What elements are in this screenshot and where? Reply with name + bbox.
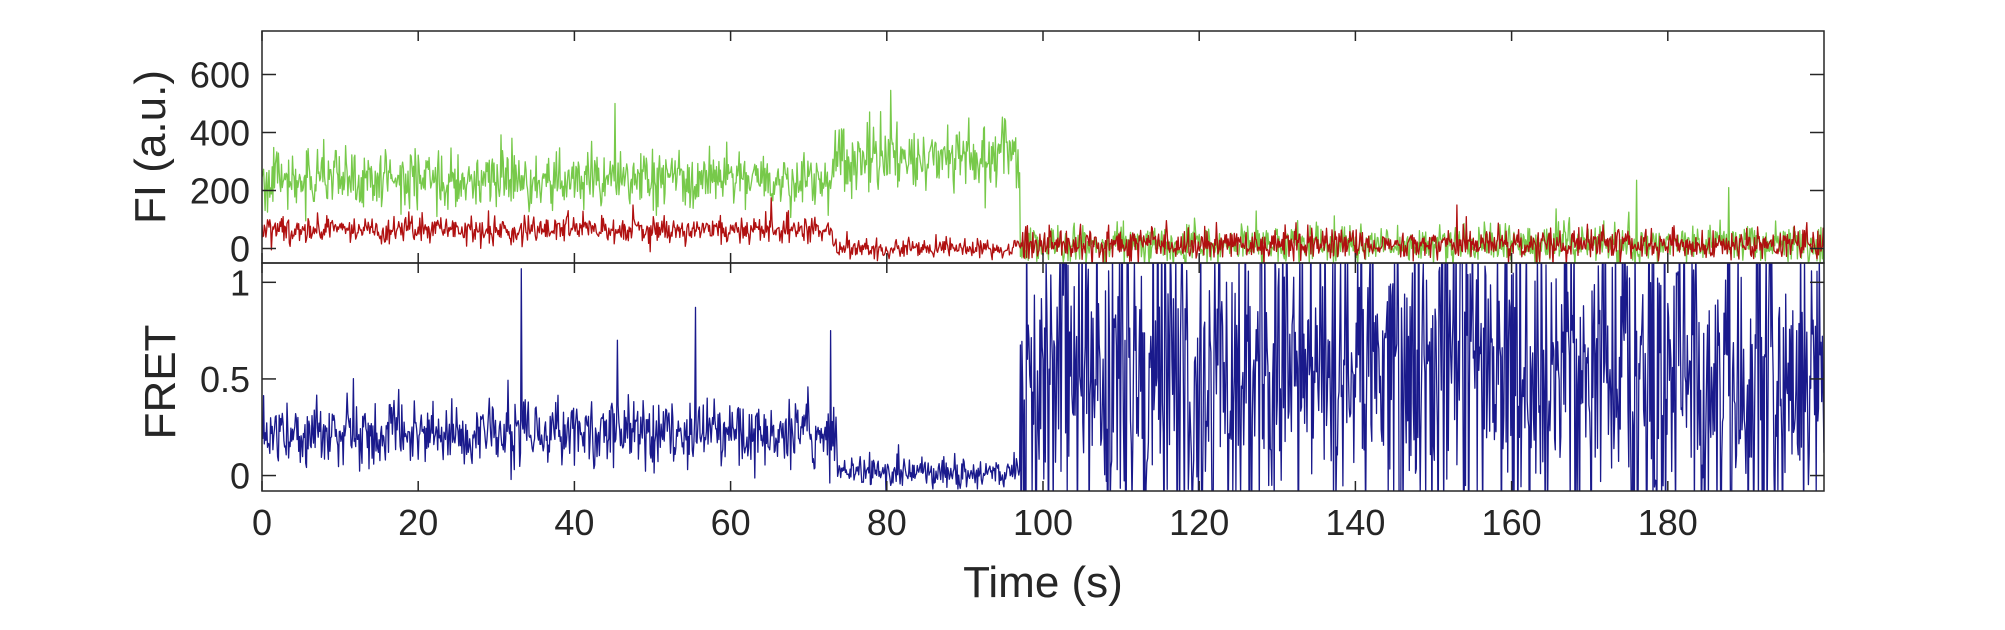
fret-trace-1 <box>262 263 1824 491</box>
time-axis-label: Time (s) <box>963 558 1123 607</box>
time-xtick-label: 20 <box>398 502 438 543</box>
fluorescence-axis-label: FI (a.u.) <box>126 70 175 224</box>
time-xtick-label: 80 <box>867 502 907 543</box>
fluorescence-ytick-label: 0 <box>230 229 250 270</box>
time-xtick-label: 120 <box>1169 502 1229 543</box>
fret-panel: 0 0.5 1 0 20 40 60 80 100 120 140 160 180 FRET <box>136 262 1825 543</box>
fluorescence-panel: 0 200 400 600 FI (a.u.) <box>126 30 1825 270</box>
fluorescence-ytick-label: 200 <box>190 171 250 212</box>
time-xtick-label: 180 <box>1638 502 1698 543</box>
fret-axis-label: FRET <box>136 325 185 440</box>
time-xtick-label: 140 <box>1325 502 1385 543</box>
fluorescence-ytick-label: 600 <box>190 55 250 96</box>
fluorescence-ytick-label: 400 <box>190 113 250 154</box>
fret-ytick-label: 0.5 <box>200 359 250 400</box>
fret-ytick-label: 0 <box>230 456 250 497</box>
time-xtick-label: 60 <box>711 502 751 543</box>
time-xtick-label: 100 <box>1013 502 1073 543</box>
time-xtick-label: 160 <box>1482 502 1542 543</box>
time-xtick-label: 40 <box>554 502 594 543</box>
fret-ytick-label: 1 <box>230 262 250 303</box>
time-xtick-label: 0 <box>252 502 272 543</box>
